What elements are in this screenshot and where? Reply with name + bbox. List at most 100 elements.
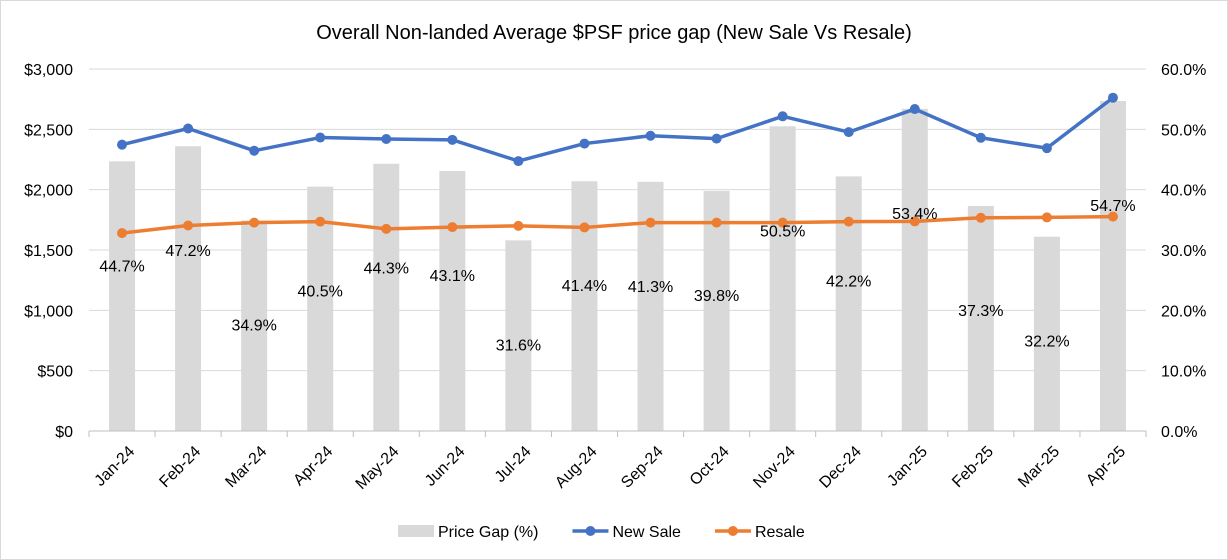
series-point	[315, 132, 326, 143]
series-line	[121, 96, 1115, 163]
left-tick-label: $1,500	[24, 243, 73, 260]
bar-data-label: 31.6%	[496, 337, 541, 354]
right-tick-label: 10.0%	[1161, 364, 1206, 381]
bar-data-label: 44.3%	[364, 261, 409, 278]
series-point	[975, 212, 986, 223]
bar-data-label: 50.5%	[760, 223, 805, 240]
price-gap-bar	[175, 146, 202, 431]
series-point	[777, 217, 788, 228]
left-tick-label: $2,500	[24, 122, 73, 139]
series-point	[711, 133, 722, 144]
series-point	[843, 216, 854, 227]
bar-data-label: 42.2%	[826, 273, 871, 290]
right-tick-label: 0.0%	[1161, 424, 1197, 441]
bar-data-label: 41.4%	[562, 278, 607, 295]
price-gap-bar	[505, 240, 532, 431]
right-tick-label: 30.0%	[1161, 243, 1206, 260]
left-tick-label: $500	[37, 364, 73, 381]
price-gap-bar	[769, 126, 796, 432]
series-point	[183, 220, 194, 231]
x-tick-label: Nov-24	[750, 443, 799, 492]
series-point	[315, 216, 326, 227]
bar-data-label: 43.1%	[430, 268, 475, 285]
price-gap-bar	[571, 181, 598, 431]
left-axis-ticks: $0 $500 $1,000 $1,500 $2,000 $2,500 $3,000	[24, 62, 73, 441]
price-gap-bar	[1099, 100, 1126, 431]
price-gap-bar	[901, 108, 928, 431]
x-tick-label: Aug-24	[552, 443, 601, 492]
series-point	[1107, 92, 1118, 103]
x-tick-label: Jul-24	[492, 443, 535, 486]
x-tick-label: Jan-24	[92, 443, 139, 490]
series-point	[975, 132, 986, 143]
x-tick-label: Apr-25	[1083, 443, 1129, 489]
x-tick-label: Mar-24	[222, 443, 270, 491]
chart-title: Overall Non-landed Average $PSF price ga…	[316, 22, 912, 44]
price-gap-bar	[1033, 236, 1060, 431]
series-point	[183, 123, 194, 134]
series-point	[579, 222, 590, 233]
x-tick-label: Sep-24	[618, 443, 667, 492]
price-gap-bar	[109, 161, 136, 431]
series-point	[711, 217, 722, 228]
series-point	[249, 145, 260, 156]
series-point	[513, 220, 524, 231]
price-gap-bar	[835, 176, 862, 431]
right-tick-label: 50.0%	[1161, 122, 1206, 139]
right-axis-ticks: 0.0% 10.0% 20.0% 30.0% 40.0% 50.0% 60.0%	[1161, 62, 1206, 441]
legend-label: Price Gap (%)	[438, 524, 538, 541]
x-tick-label: Feb-24	[156, 443, 204, 491]
price-gap-labels: 44.7% 47.2% 34.9% 40.5% 44.3% 43.1% 31.6% 41.4%…	[99, 198, 1135, 354]
bar-data-label: 44.7%	[99, 258, 144, 275]
series-point	[777, 111, 788, 122]
series-point	[645, 130, 656, 141]
bar-data-label: 32.2%	[1024, 334, 1069, 351]
x-axis: Jan-24 Feb-24 Mar-24 Apr-24 May-24 Jun-24 Jul-…	[88, 430, 1147, 493]
series-point	[1107, 211, 1118, 222]
right-tick-label: 60.0%	[1161, 62, 1206, 79]
x-tick-label: Oct-24	[687, 443, 733, 489]
bar-data-label: 40.5%	[298, 284, 343, 301]
bar-data-label: 53.4%	[892, 206, 937, 223]
price-gap-bars	[109, 100, 1126, 432]
x-tick-label: Apr-24	[290, 443, 336, 489]
series-line	[121, 214, 1113, 235]
x-tick-label: Jun-24	[422, 443, 469, 490]
series-point	[513, 156, 524, 167]
series-point	[447, 134, 458, 145]
legend-marker	[727, 526, 738, 536]
series-point	[1041, 143, 1052, 154]
price-gap-bar	[439, 170, 466, 432]
x-tick-label: Mar-25	[1015, 443, 1063, 491]
bar-data-label: 37.3%	[958, 303, 1003, 320]
x-tick-label: Feb-25	[949, 443, 997, 491]
series-point	[843, 127, 854, 138]
series-point	[117, 228, 128, 239]
legend: Price Gap (%) New Sale Resale	[398, 524, 805, 541]
bar-data-label: 39.8%	[694, 288, 739, 305]
price-gap-bar	[967, 205, 994, 431]
left-tick-label: $2,000	[24, 183, 73, 200]
series-point	[909, 104, 920, 115]
series-point	[249, 217, 260, 228]
series-point	[381, 223, 392, 234]
x-tick-label: Dec-24	[816, 443, 865, 492]
legend-label: Resale	[755, 524, 805, 541]
series-point	[909, 216, 920, 227]
series-point	[447, 222, 458, 233]
right-tick-label: 20.0%	[1161, 303, 1206, 320]
left-tick-label: $0	[55, 424, 73, 441]
price-gap-bar	[703, 190, 730, 431]
legend-swatch	[398, 525, 434, 537]
series-point	[579, 138, 590, 149]
x-tick-label: May-24	[353, 443, 403, 493]
bar-data-label: 41.3%	[628, 279, 673, 296]
price-gap-bar	[373, 163, 400, 431]
legend-marker	[585, 526, 596, 536]
series-point	[381, 133, 392, 144]
price-gap-bar	[241, 220, 268, 431]
bar-data-label: 47.2%	[165, 243, 210, 260]
right-tick-label: 40.0%	[1161, 183, 1206, 200]
